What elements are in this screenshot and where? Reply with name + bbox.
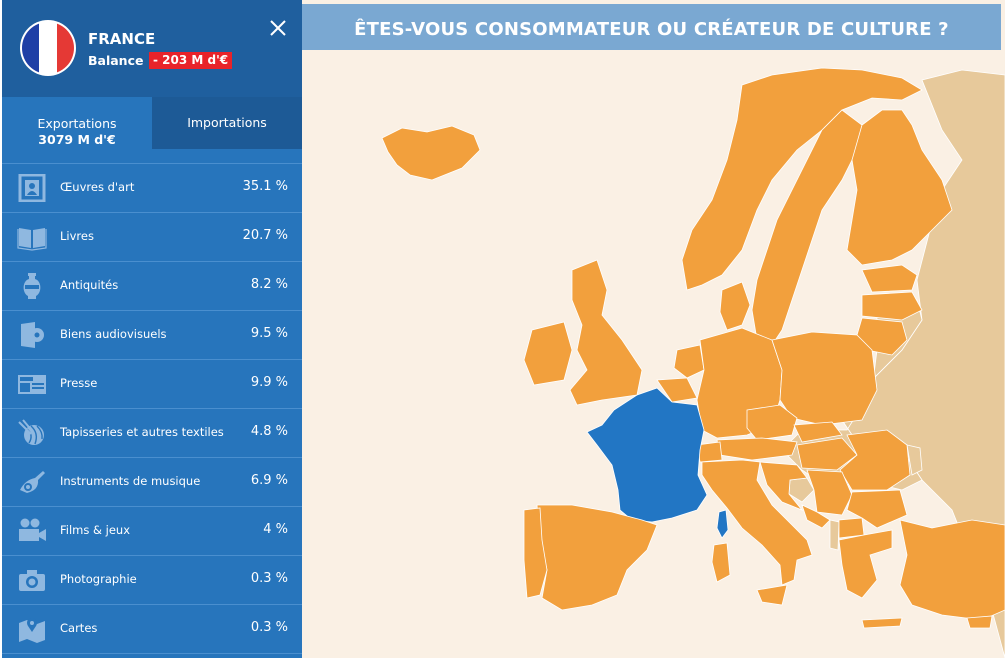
newspaper-icon	[18, 375, 46, 394]
tab-imports[interactable]: Importations	[152, 97, 302, 149]
country-turkey[interactable]	[899, 519, 1005, 621]
instrument-icon	[20, 471, 45, 493]
france-flag-icon	[22, 22, 74, 74]
country-italy[interactable]	[701, 459, 813, 586]
category-list: Œuvres d'art 35.1 % Livres 20.7 %	[2, 163, 302, 654]
map-title-bar: ÊTES-VOUS CONSOMMATEUR OU CRÉATEUR DE CU…	[302, 4, 1001, 50]
tab-exports-label: Exportations	[37, 116, 117, 131]
category-label: Tapisseries et autres textiles	[60, 425, 224, 439]
tab-imports-label: Importations	[187, 115, 267, 130]
vase-icon	[23, 273, 41, 299]
country-portugal[interactable]	[523, 507, 548, 599]
category-label: Films & jeux	[60, 523, 131, 537]
country-finland[interactable]	[846, 109, 953, 266]
category-row-photo[interactable]: Photographie 0.3 %	[2, 556, 302, 605]
country-montenegro[interactable]	[801, 504, 831, 529]
country-romania[interactable]	[839, 429, 911, 491]
country-header: FRANCE Balance : - 203 M d'€	[2, 0, 302, 97]
category-row-press[interactable]: Presse 9.9 %	[2, 360, 302, 409]
category-value: 6.9 %	[250, 473, 288, 488]
country-spain[interactable]	[536, 504, 658, 611]
country-albania[interactable]	[829, 519, 840, 551]
country-netherlands[interactable]	[673, 344, 705, 379]
yarn-icon	[18, 419, 44, 445]
category-label: Biens audiovisuels	[60, 327, 167, 341]
country-denmark[interactable]	[719, 281, 751, 331]
category-value: 8.2 %	[250, 277, 288, 292]
country-moldova[interactable]	[906, 444, 923, 476]
camera-photo-icon	[19, 570, 45, 591]
country-italy-sardinia[interactable]	[711, 542, 731, 583]
close-icon[interactable]	[264, 14, 292, 42]
country-iceland[interactable]	[381, 125, 481, 181]
country-north-macedonia[interactable]	[838, 517, 865, 539]
category-label: Photographie	[60, 572, 137, 586]
country-serbia[interactable]	[806, 469, 853, 516]
country-france[interactable]	[586, 387, 708, 523]
country-bulgaria[interactable]	[846, 489, 908, 529]
category-row-textiles[interactable]: Tapisseries et autres textiles 4.8 %	[2, 409, 302, 458]
camera-video-icon	[19, 518, 46, 541]
category-value: 9.9 %	[250, 375, 288, 390]
category-value: 0.3 %	[250, 571, 288, 586]
category-label: Livres	[60, 229, 94, 243]
category-label: Cartes	[60, 621, 98, 635]
category-row-antiques[interactable]: Antiquités 8.2 %	[2, 262, 302, 311]
country-belgium[interactable]	[656, 377, 698, 403]
close-icon-glyph	[270, 20, 286, 36]
category-label: Antiquités	[60, 278, 119, 292]
category-value: 35.1 %	[242, 179, 288, 194]
category-row-audiovisual[interactable]: Biens audiovisuels 9.5 %	[2, 311, 302, 360]
category-label: Presse	[60, 376, 98, 390]
category-value: 4 %	[263, 522, 288, 537]
category-row-films[interactable]: Films & jeux 4 %	[2, 507, 302, 556]
country-uk[interactable]	[569, 259, 643, 406]
tab-exports-total: 3079 M d'€	[38, 132, 116, 147]
category-value: 9.5 %	[250, 326, 288, 341]
country-greece-crete[interactable]	[861, 617, 903, 629]
country-czechia[interactable]	[746, 404, 798, 441]
country-italy-sicily[interactable]	[756, 584, 788, 606]
country-france-corsica[interactable]	[716, 509, 729, 539]
map-title: ÊTES-VOUS CONSOMMATEUR OU CRÉATEUR DE CU…	[354, 19, 949, 40]
country-slovakia[interactable]	[793, 421, 843, 443]
country-croatia[interactable]	[759, 461, 808, 511]
painting-frame-icon	[18, 174, 46, 202]
country-austria[interactable]	[716, 437, 798, 461]
country-greece[interactable]	[838, 529, 893, 599]
country-norway[interactable]	[681, 67, 923, 291]
category-label: Œuvres d'art	[60, 180, 135, 194]
balance-label: Balance :	[88, 53, 153, 68]
book-icon	[17, 228, 47, 251]
europe-map-area: ÊTES-VOUS CONSOMMATEUR OU CRÉATEUR DE CU…	[302, 0, 1005, 658]
country-poland[interactable]	[771, 331, 878, 426]
category-row-art[interactable]: Œuvres d'art 35.1 %	[2, 163, 302, 213]
balance-badge: - 203 M d'€	[149, 52, 233, 69]
tab-exports[interactable]: Exportations 3079 M d'€	[2, 97, 152, 149]
category-value: 20.7 %	[242, 228, 288, 243]
country-latvia[interactable]	[861, 291, 923, 321]
country-sidebar: FRANCE Balance : - 203 M d'€ Exportation…	[2, 0, 302, 658]
country-name: FRANCE	[88, 30, 156, 48]
category-value: 0.3 %	[250, 620, 288, 635]
country-estonia[interactable]	[861, 264, 918, 293]
audiovisual-icon	[21, 322, 44, 348]
category-row-books[interactable]: Livres 20.7 %	[2, 213, 302, 262]
category-row-maps[interactable]: Cartes 0.3 %	[2, 605, 302, 654]
country-cyprus[interactable]	[966, 615, 993, 629]
country-hungary[interactable]	[796, 437, 858, 471]
category-row-instruments[interactable]: Instruments de musique 6.9 %	[2, 458, 302, 507]
category-label: Instruments de musique	[60, 474, 201, 488]
map-pin-icon	[19, 618, 45, 643]
europe-map[interactable]	[302, 50, 1005, 658]
category-value: 4.8 %	[250, 424, 288, 439]
country-ireland[interactable]	[523, 321, 573, 386]
